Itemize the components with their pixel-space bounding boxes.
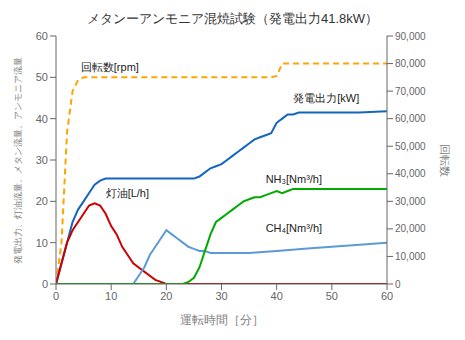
- svg-text:30,000: 30,000: [395, 196, 426, 207]
- svg-text:40: 40: [36, 113, 48, 125]
- svg-text:30: 30: [215, 290, 227, 302]
- svg-text:回転数: 回転数: [439, 144, 451, 177]
- svg-text:回転数[rpm]: 回転数[rpm]: [81, 61, 139, 73]
- svg-text:50: 50: [36, 71, 48, 83]
- svg-text:60: 60: [381, 290, 393, 302]
- svg-text:70,000: 70,000: [395, 86, 426, 97]
- svg-text:50,000: 50,000: [395, 141, 426, 152]
- svg-text:10,000: 10,000: [395, 251, 426, 262]
- svg-text:10: 10: [105, 290, 117, 302]
- svg-text:運転時間［分］: 運転時間［分］: [180, 313, 264, 327]
- svg-text:0: 0: [395, 279, 401, 290]
- svg-text:20,000: 20,000: [395, 223, 426, 234]
- svg-text:60: 60: [36, 30, 48, 42]
- svg-text:CH₄[Nm³/h]: CH₄[Nm³/h]: [266, 222, 322, 234]
- svg-text:20: 20: [36, 195, 48, 207]
- svg-text:50: 50: [326, 290, 338, 302]
- svg-text:発電出力[kW]: 発電出力[kW]: [293, 92, 359, 104]
- svg-text:NH₃[Nm³/h]: NH₃[Nm³/h]: [266, 173, 322, 185]
- svg-text:80,000: 80,000: [395, 58, 426, 69]
- svg-text:0: 0: [42, 278, 48, 290]
- svg-text:20: 20: [160, 290, 172, 302]
- svg-text:発電出力、灯油流量、メタン流量、アンモニア流量: 発電出力、灯油流量、メタン流量、アンモニア流量: [13, 57, 23, 264]
- svg-text:40,000: 40,000: [395, 168, 426, 179]
- svg-text:40: 40: [271, 290, 283, 302]
- svg-text:90,000: 90,000: [395, 31, 426, 42]
- svg-text:30: 30: [36, 154, 48, 166]
- svg-text:10: 10: [36, 237, 48, 249]
- svg-text:灯油[L/h]: 灯油[L/h]: [106, 187, 149, 199]
- svg-text:0: 0: [53, 290, 59, 302]
- html-text:メタンーアンモニア混焼試験（発電出力41.8kW）: メタンーアンモニア混焼試験（発電出力41.8kW）: [87, 11, 378, 26]
- svg-text:60,000: 60,000: [395, 113, 426, 124]
